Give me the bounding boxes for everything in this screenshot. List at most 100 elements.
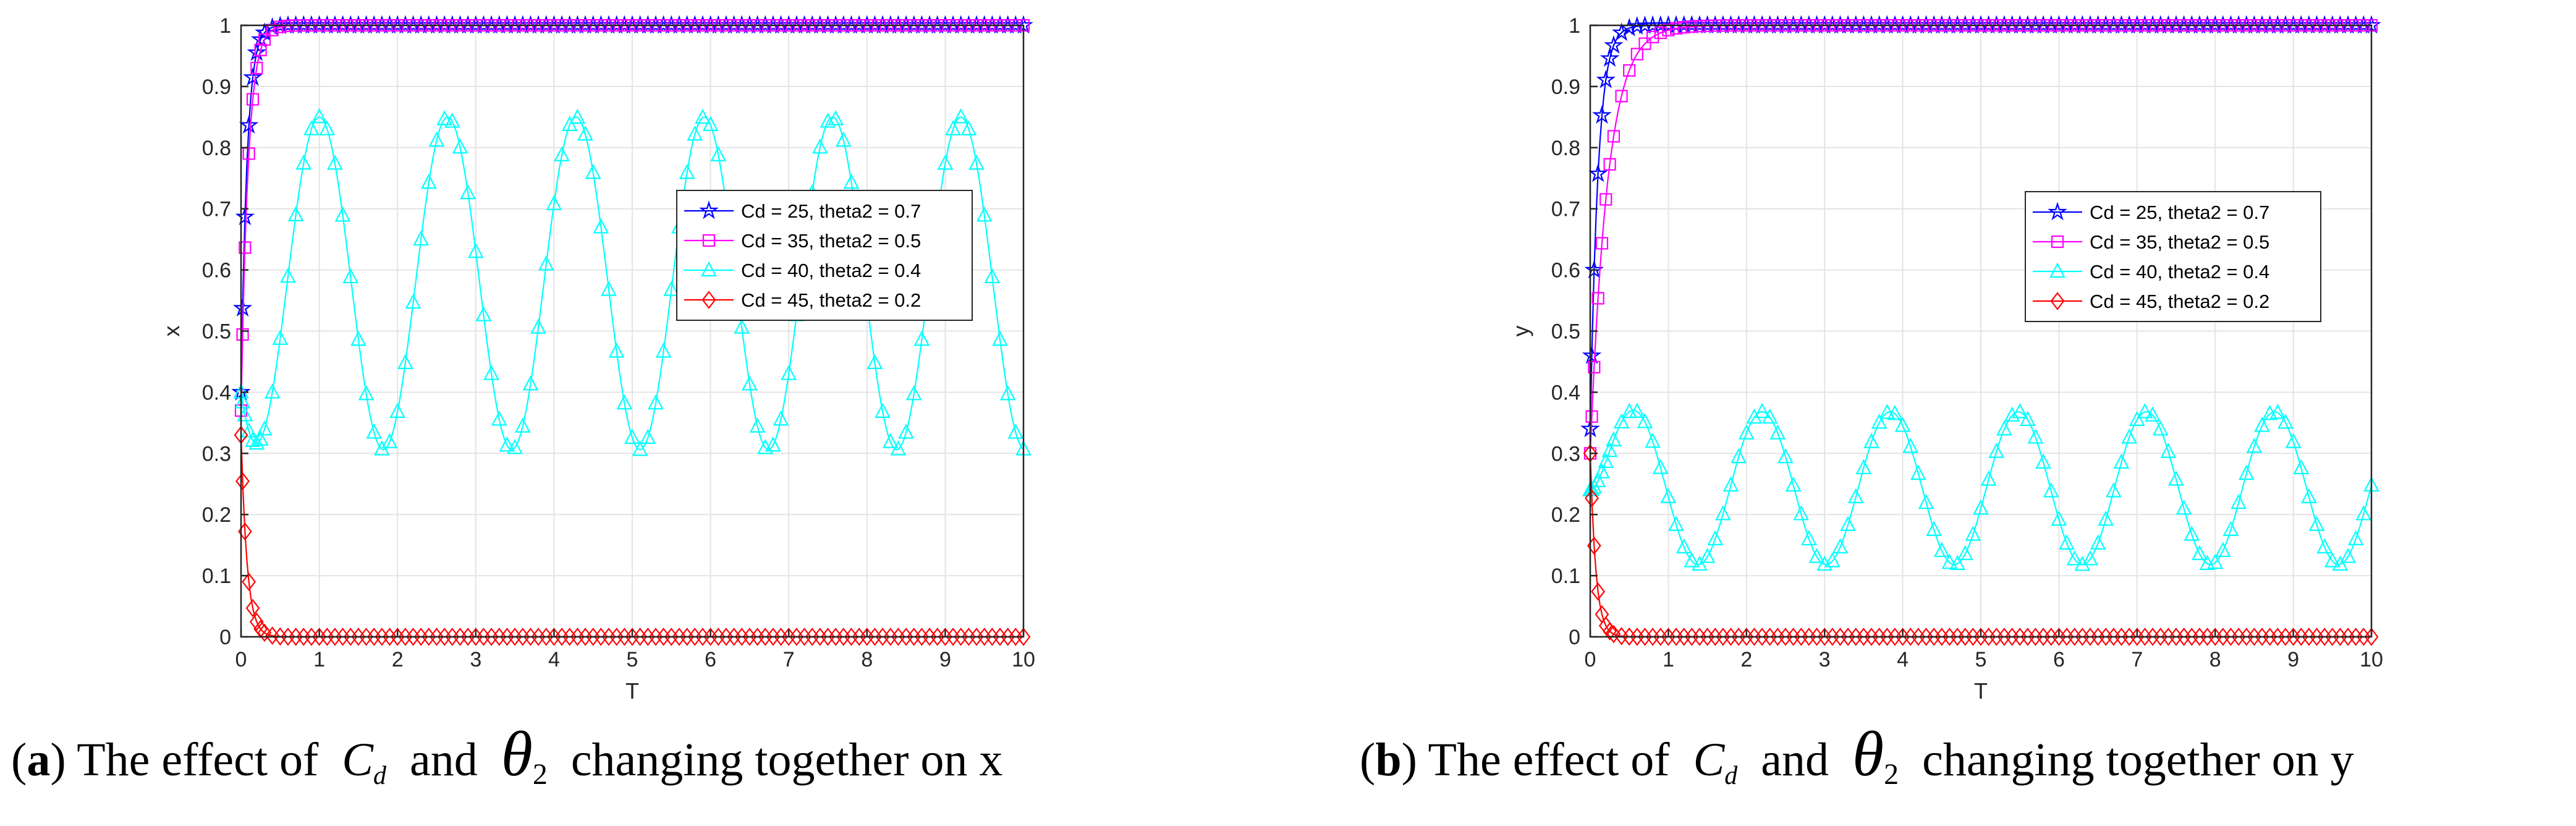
data-point-triangle [2192, 545, 2208, 561]
x-tick-label: 10 [2360, 648, 2383, 671]
data-point-triangle [1793, 505, 1810, 521]
data-point-triangle [2129, 411, 2145, 426]
x-tick-label: 2 [1740, 648, 1752, 671]
data-point-triangle [843, 173, 860, 189]
data-point-square [1630, 48, 1643, 61]
data-point-triangle [475, 306, 492, 321]
data-point-triangle [1660, 488, 1677, 503]
data-point-triangle [2254, 417, 2270, 432]
data-point-triangle [765, 436, 781, 452]
data-point-triangle [1996, 420, 2012, 436]
data-point-star [1588, 163, 1608, 182]
legend-swatch-marker [699, 200, 719, 219]
data-point-triangle [530, 318, 546, 334]
legend-entry-label: Cd = 25, theta2 = 0.7 [741, 200, 921, 222]
data-point-square [1685, 20, 1698, 33]
data-point-triangle [256, 420, 273, 436]
y-tick-label: 0.5 [1551, 320, 1580, 344]
y-tick-label: 0.6 [1551, 259, 1580, 283]
data-point-triangle [1863, 433, 1879, 448]
y-tick-label: 0.8 [202, 137, 231, 160]
x-tick-label: 5 [1975, 648, 1987, 671]
data-point-triangle [1738, 424, 1755, 440]
data-point-square [274, 20, 287, 33]
data-point-square [1669, 22, 1683, 35]
data-point-triangle [749, 417, 766, 433]
data-point-triangle [616, 394, 633, 410]
data-point-triangle [828, 110, 844, 126]
data-point-square [1662, 23, 1675, 36]
data-point-triangle [1887, 404, 1903, 420]
x-tick-label: 3 [1819, 648, 1831, 671]
data-point-triangle [1902, 438, 1919, 453]
data-point-triangle [522, 375, 539, 391]
data-point-triangle [1692, 555, 1708, 571]
x-tick-label: 6 [705, 648, 716, 671]
data-point-triangle [499, 436, 515, 452]
data-point-triangle [2035, 453, 2051, 469]
data-point-diamond [2364, 628, 2379, 646]
y-tick-label: 0.9 [1551, 75, 1580, 99]
data-point-square [1623, 64, 1636, 77]
x-tick-label: 8 [2210, 648, 2221, 671]
legend-entry-label: Cd = 40, theta2 = 0.4 [741, 260, 921, 281]
y-tick-label: 0.1 [202, 564, 231, 588]
data-point-triangle [2231, 493, 2247, 509]
data-point-triangle [999, 385, 1016, 401]
x-tick-label: 0 [235, 648, 247, 671]
data-point-triangle [389, 402, 406, 418]
data-point-triangle [952, 108, 969, 124]
legend: Cd = 25, theta2 = 0.7 Cd = 35, theta2 = 0… [676, 190, 973, 321]
data-point-triangle [632, 440, 648, 456]
data-point-triangle [561, 116, 578, 131]
y-tick-label: 1 [219, 14, 231, 38]
data-point-triangle [2207, 553, 2224, 569]
data-point-triangle [984, 268, 1001, 284]
data-point-triangle [1879, 404, 1896, 419]
data-point-triangle [405, 293, 422, 309]
series-line-cd-40-theta2-0-4 [1590, 409, 2373, 566]
caption-b-pre: The effect of [1428, 734, 1670, 786]
data-point-triangle [327, 155, 343, 170]
data-point-triangle [937, 155, 954, 170]
data-point-triangle [1676, 538, 1692, 554]
data-point-square [250, 61, 263, 75]
caption-b-symbol-c: C [1693, 734, 1725, 786]
data-point-triangle [1613, 413, 1630, 428]
data-point-triangle [1840, 516, 1856, 531]
data-point-triangle [663, 281, 680, 296]
data-point-triangle [2301, 488, 2317, 503]
data-point-square [258, 33, 271, 46]
data-point-square [1638, 37, 1651, 50]
data-point-triangle [1754, 402, 1770, 419]
x-axis-label: T [1974, 678, 1988, 704]
legend-entry-label: Cd = 45, theta2 = 0.2 [741, 289, 921, 311]
data-point-triangle [2215, 542, 2231, 557]
x-tick-label: 2 [392, 648, 404, 671]
data-point-triangle [436, 110, 452, 126]
data-point-triangle [836, 131, 852, 147]
x-tick-label: 1 [313, 648, 325, 671]
data-point-triangle [1894, 417, 1911, 432]
data-point-square [1607, 130, 1621, 143]
data-point-triangle [2098, 510, 2114, 526]
data-point-triangle [287, 206, 304, 221]
x-tick-label: 1 [1663, 648, 1674, 671]
data-point-triangle [1645, 432, 1661, 448]
caption-b-and: and [1761, 734, 1829, 786]
data-point-triangle [624, 428, 640, 444]
legend-swatch-marker [701, 261, 717, 277]
data-point-triangle [2176, 500, 2192, 515]
data-point-star [1582, 345, 1602, 364]
y-tick-label: 0.3 [1551, 442, 1580, 466]
data-point-triangle [2121, 428, 2137, 444]
data-point-triangle [366, 424, 383, 439]
data-point-triangle [1941, 553, 1958, 569]
y-tick-label: 0 [1569, 626, 1580, 649]
caption-b-symbol-theta: θ [1852, 718, 1884, 790]
data-point-triangle [1684, 552, 1700, 568]
legend-swatch-marker [2048, 202, 2067, 221]
data-point-triangle [655, 343, 672, 358]
data-point-triangle [2222, 521, 2239, 536]
caption-a-label: a [27, 734, 51, 786]
